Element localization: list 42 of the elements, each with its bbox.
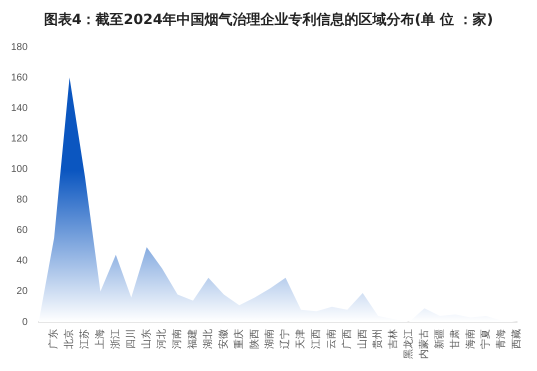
y-tick-label: 100 [10,164,28,175]
x-tick-label: 贵州 [372,329,384,349]
x-tick-label: 江苏 [78,329,91,349]
x-tick-label: 广东 [48,329,60,349]
x-tick-label: 上海 [94,329,106,349]
x-tick-label: 安徽 [217,329,230,349]
x-tick-label: 宁夏 [480,329,492,349]
x-tick-label: 湖北 [202,329,214,349]
x-tick-label: 湖南 [264,329,276,349]
x-tick-label: 西藏 [510,329,523,349]
x-tick-label: 山东 [140,329,152,349]
chart-title: 图表4：截至2024年中国烟气治理企业专利信息的区域分布(单 位 ：家) [42,12,494,29]
x-tick-label: 青海 [495,329,508,349]
x-tick-label: 海南 [464,329,476,349]
x-tick-label: 河北 [156,329,168,349]
x-tick-label: 内蒙古 [418,329,430,359]
y-tick-label: 140 [10,102,28,114]
x-tick-label: 福建 [186,329,199,349]
x-tick-label: 河南 [171,329,184,349]
x-tick-label: 天津 [294,329,307,349]
x-tick-label: 江西 [310,329,322,349]
x-tick-label: 新疆 [433,329,446,349]
x-tick-label: 辽宁 [279,329,292,349]
x-tick-label: 甘肃 [448,329,461,349]
y-tick-label: 60 [16,225,28,236]
y-tick-label: 0 [22,316,28,328]
x-tick-label: 四川 [124,329,137,349]
x-tick-label: 浙江 [109,329,122,349]
x-tick-label: 重庆 [232,329,245,349]
y-tick-label: 120 [10,133,28,144]
x-tick-label: 广西 [340,329,353,349]
x-tick-label: 云南 [325,329,338,349]
y-tick-label: 40 [16,256,28,267]
x-tick-label: 陕西 [248,329,260,349]
x-tick-label: 黑龙江 [402,329,415,359]
x-tick-label: 北京 [63,329,76,349]
y-tick-label: 180 [10,42,28,53]
y-tick-label: 20 [16,286,28,298]
y-tick-label: 160 [10,72,28,84]
y-tick-label: 80 [16,194,28,206]
x-tick-label: 吉林 [387,329,400,349]
x-tick-label: 山西 [356,329,368,349]
